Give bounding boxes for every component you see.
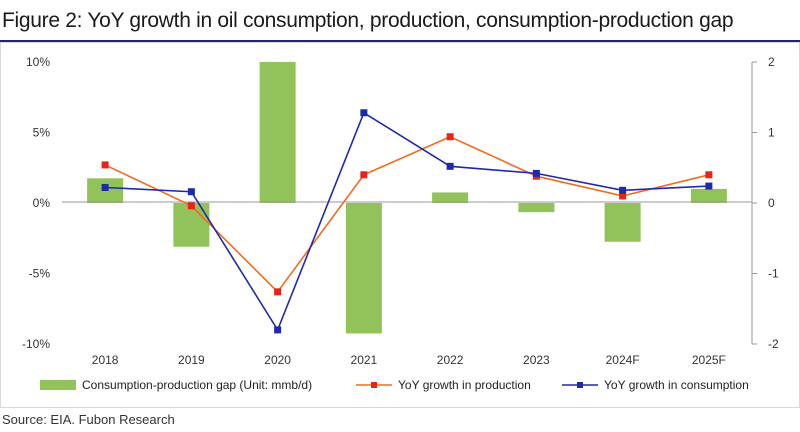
point-consumption-2020 (274, 326, 282, 334)
point-production-2019 (187, 202, 195, 210)
point-production-2021 (360, 171, 368, 179)
bar-gap-2025f (690, 188, 727, 203)
point-consumption-2022 (446, 162, 454, 170)
legend-gap-label: Consumption-production gap (Unit: mmb/d) (82, 378, 312, 392)
category-label: 2021 (351, 353, 378, 367)
point-consumption-2024f (619, 186, 627, 194)
category-label: 2022 (437, 353, 464, 367)
category-labels: 2018 2019 2020 2021 2022 2023 2024F 2025F (92, 353, 726, 367)
right-tick-label: 1 (768, 126, 775, 140)
category-label: 2020 (264, 353, 291, 367)
line-production (104, 135, 710, 294)
left-tick-label: 5% (33, 126, 51, 140)
bar-gap-2024f (604, 203, 641, 242)
bar-gap-2023 (518, 203, 555, 213)
category-label: 2025F (692, 353, 726, 367)
legend-gap-swatch (40, 380, 76, 390)
bars-layer (87, 62, 727, 334)
left-tick-label: 10% (26, 55, 50, 69)
bar-gap-2019 (173, 203, 210, 247)
right-tick-label: 0 (768, 196, 775, 210)
point-production-2025f (705, 171, 713, 179)
point-production-2018 (101, 161, 109, 169)
category-label: 2019 (178, 353, 205, 367)
source-note: Source: EIA. Fubon Research (2, 412, 175, 427)
bar-gap-2021 (345, 203, 382, 334)
point-production-2024f (619, 192, 627, 200)
line-consumption (105, 111, 709, 332)
left-axis-labels: 10% 5% 0% -5% -10% (22, 55, 50, 351)
point-consumption-2025f (705, 182, 713, 190)
chart-panel (0, 42, 800, 408)
point-consumption-2018 (101, 183, 109, 191)
left-tick-label: -5% (29, 267, 51, 281)
bar-gap-2020 (259, 62, 296, 203)
point-production-2020 (274, 288, 282, 296)
right-tick-label: -1 (768, 267, 779, 281)
point-consumption-2021 (360, 109, 368, 117)
category-label: 2024F (606, 353, 640, 367)
bar-gap-2022 (432, 192, 469, 203)
right-tick-label: 2 (768, 55, 775, 69)
point-consumption-2023 (532, 169, 540, 177)
category-label: 2023 (523, 353, 550, 367)
category-label: 2018 (92, 353, 119, 367)
figure-title: Figure 2: YoY growth in oil consumption,… (0, 0, 800, 42)
chart: 10%5%0%-5%-10% 210-1-2 2018 2019 2020 2021 2… (22, 55, 779, 392)
left-tick-label: -10% (22, 337, 50, 351)
legend-consumption-marker (577, 382, 583, 388)
legend-consumption-label: YoY growth in consumption (604, 378, 749, 392)
right-axis-labels: 2 1 0 -1 -2 (768, 55, 779, 351)
legend-production-label: YoY growth in production (398, 378, 531, 392)
right-tick-label: -2 (768, 337, 779, 351)
point-consumption-2019 (187, 188, 195, 196)
point-production-2022 (446, 133, 454, 141)
right-axis-ticks (752, 61, 757, 345)
legend: Consumption-production gap (Unit: mmb/d)… (40, 378, 749, 392)
lines-layer (101, 109, 713, 334)
legend-production-marker (371, 382, 377, 388)
left-tick-label: 0% (33, 196, 51, 210)
